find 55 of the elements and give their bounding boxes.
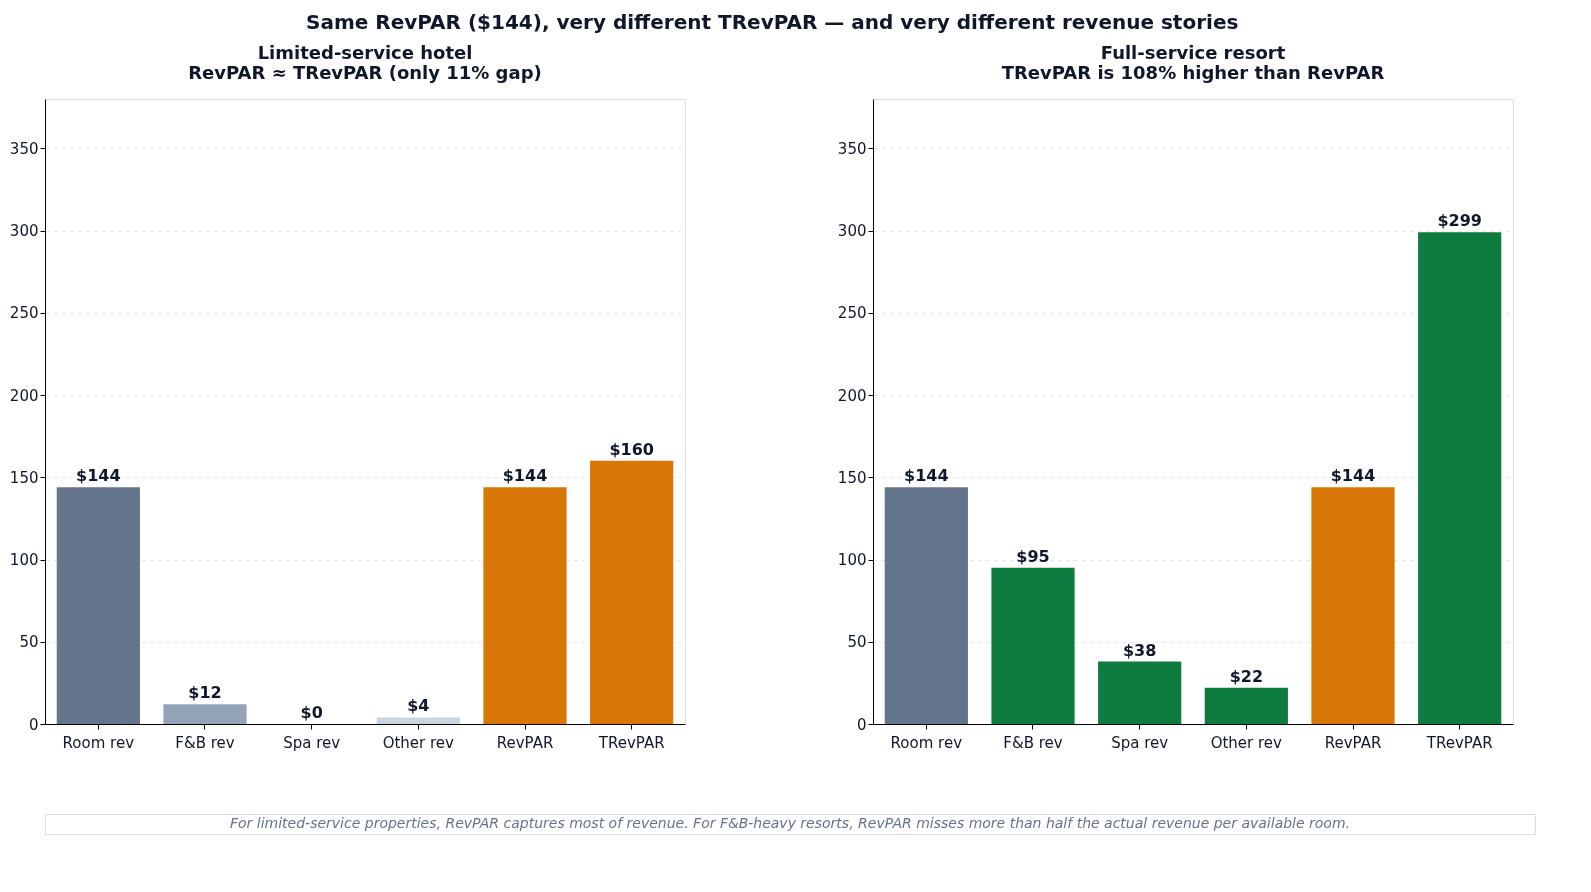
data-label: $95 — [1016, 546, 1050, 566]
chart-title: Full-service resort TRevPAR is 108% higher than RevPAR — [1001, 42, 1385, 83]
x-tick-label: TRevPAR — [597, 733, 665, 752]
bar — [1418, 232, 1502, 724]
data-label: $144 — [904, 466, 949, 486]
data-label: $144 — [502, 466, 548, 486]
x-tick-label: F&B rev — [175, 733, 235, 752]
bar — [56, 487, 140, 724]
data-label: $0 — [300, 703, 323, 722]
bar — [1204, 687, 1288, 724]
x-tick-label: Room rev — [62, 733, 135, 752]
x-tick-label: RevPAR — [1324, 733, 1382, 752]
x-tick-label: F&B rev — [1003, 733, 1063, 752]
text: Same RevPAR ($144), very different TRevPAR — and very different revenue stories — [306, 9, 1239, 34]
bar — [991, 567, 1075, 724]
data-label: $12 — [188, 683, 222, 703]
data-label: $299 — [1437, 211, 1482, 231]
y-tick-label: 0 — [28, 715, 39, 734]
x-tick-label: Spa rev — [283, 733, 341, 752]
data-label: $160 — [609, 439, 654, 459]
x-tick-label: RevPAR — [496, 733, 554, 752]
y-tick-label: 250 — [9, 304, 39, 323]
y-tick-label: 350 — [837, 139, 867, 158]
y-tick-label: 100 — [837, 551, 867, 570]
y-tick-label: 300 — [9, 222, 39, 241]
y-tick-label: 150 — [9, 468, 39, 487]
bar — [483, 487, 567, 724]
y-tick-label: 150 — [837, 468, 867, 487]
y-tick-label: 50 — [847, 633, 867, 652]
y-tick-label: 200 — [837, 386, 867, 405]
data-label: $22 — [1229, 666, 1264, 686]
y-tick-label: 200 — [9, 386, 39, 405]
x-tick-label: Room rev — [890, 733, 963, 752]
y-tick-label: 300 — [837, 222, 867, 241]
y-tick-label: 50 — [19, 633, 39, 652]
y-tick-label: 350 — [9, 139, 39, 158]
y-tick-label: 0 — [856, 715, 867, 734]
bar — [590, 460, 674, 724]
x-tick-label: TRevPAR — [1425, 733, 1493, 752]
chart-title: Limited-service hotel RevPAR ≈ TRevPAR (only 11% gap) — [188, 42, 542, 83]
y-tick-label: 250 — [837, 304, 867, 323]
text: For limited-service properties, RevPAR captures most of revenue. For F&B-heavy resorts, RevPAR misses more than half the actual revenue per available room. — [229, 815, 1351, 831]
data-label: $4 — [407, 696, 430, 716]
bar — [1311, 487, 1395, 724]
bar — [163, 704, 247, 724]
bar — [1098, 661, 1182, 724]
x-tick-label: Other rev — [1210, 733, 1283, 752]
x-tick-label: Other rev — [382, 733, 455, 752]
y-tick-label: 100 — [9, 551, 39, 570]
bar — [376, 717, 460, 724]
x-tick-label: Spa rev — [1111, 733, 1169, 752]
data-label: $144 — [1330, 466, 1376, 486]
bar — [884, 487, 968, 724]
data-label: $144 — [76, 466, 121, 486]
data-label: $38 — [1122, 640, 1157, 660]
